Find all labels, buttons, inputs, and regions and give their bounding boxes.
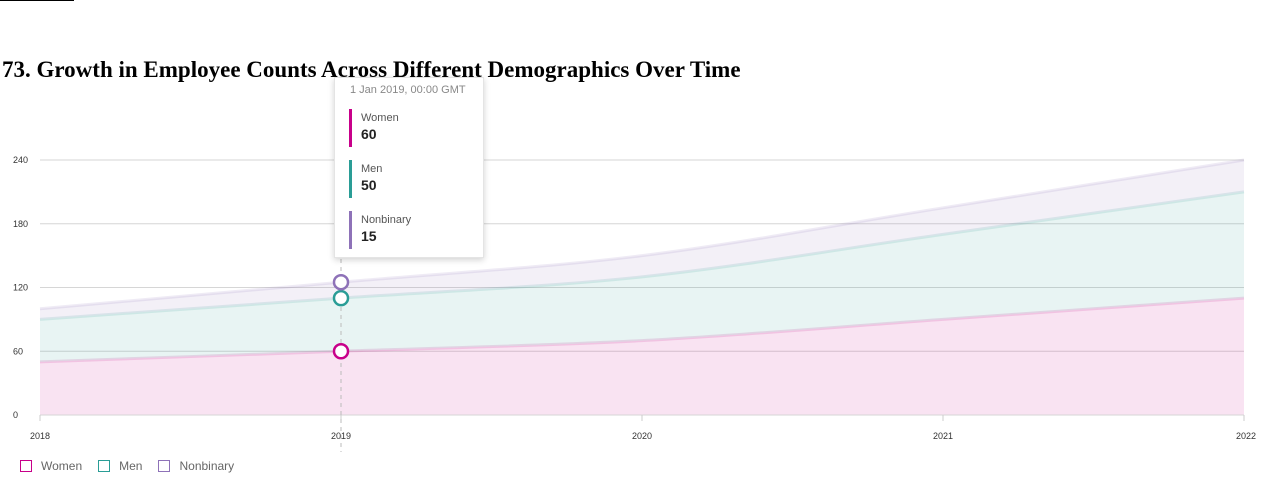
- tooltip-color-bar: [349, 160, 352, 198]
- chart-legend: Women Men Nonbinary: [20, 459, 250, 473]
- tooltip-color-bar: [349, 109, 352, 147]
- y-tick-label: 0: [13, 410, 18, 420]
- area-women: [40, 298, 1244, 415]
- line-men: [39, 190, 1245, 321]
- tooltip-series-name: Women: [361, 112, 399, 124]
- x-tick-label: 2020: [632, 431, 652, 441]
- hover-marker-nonbinary: [332, 273, 350, 291]
- line-nonbinary: [39, 158, 1245, 311]
- legend-label: Women: [41, 459, 83, 473]
- legend-item-women[interactable]: Women: [20, 459, 82, 473]
- tooltip-series-value: 50: [361, 177, 377, 193]
- legend-label: Nonbinary: [179, 459, 235, 473]
- y-tick-label: 180: [13, 219, 28, 229]
- tooltip-date: 1 Jan 2019, 00:00 GMT: [350, 84, 466, 96]
- y-tick-label: 240: [13, 155, 28, 165]
- y-tick-label: 60: [13, 346, 23, 356]
- legend-swatch: [20, 460, 32, 472]
- legend-label: Men: [119, 459, 143, 473]
- x-tick-label: 2021: [933, 431, 953, 441]
- tooltip-series-value: 15: [361, 228, 377, 244]
- hover-marker-men: [332, 289, 350, 307]
- legend-swatch: [98, 460, 111, 472]
- hover-tooltip: 1 Jan 2019, 00:00 GMT Women 60 Men 50 No…: [334, 77, 484, 258]
- legend-item-nonbinary[interactable]: Nonbinary: [158, 459, 234, 473]
- area-nonbinary: [40, 160, 1244, 320]
- area-men: [40, 191, 1244, 362]
- legend-swatch: [158, 460, 171, 472]
- x-tick-label: 2022: [1236, 431, 1256, 441]
- tooltip-series-name: Nonbinary: [361, 214, 412, 226]
- line-women: [39, 296, 1245, 364]
- hover-marker-women: [332, 343, 350, 360]
- tooltip-series-value: 60: [361, 126, 377, 142]
- x-tick-label: 2018: [30, 431, 50, 441]
- y-tick-label: 120: [13, 283, 28, 293]
- top-rule: [0, 0, 74, 1]
- legend-item-men[interactable]: Men: [98, 459, 142, 473]
- tooltip-series-name: Men: [361, 163, 383, 175]
- tooltip-color-bar: [349, 211, 352, 249]
